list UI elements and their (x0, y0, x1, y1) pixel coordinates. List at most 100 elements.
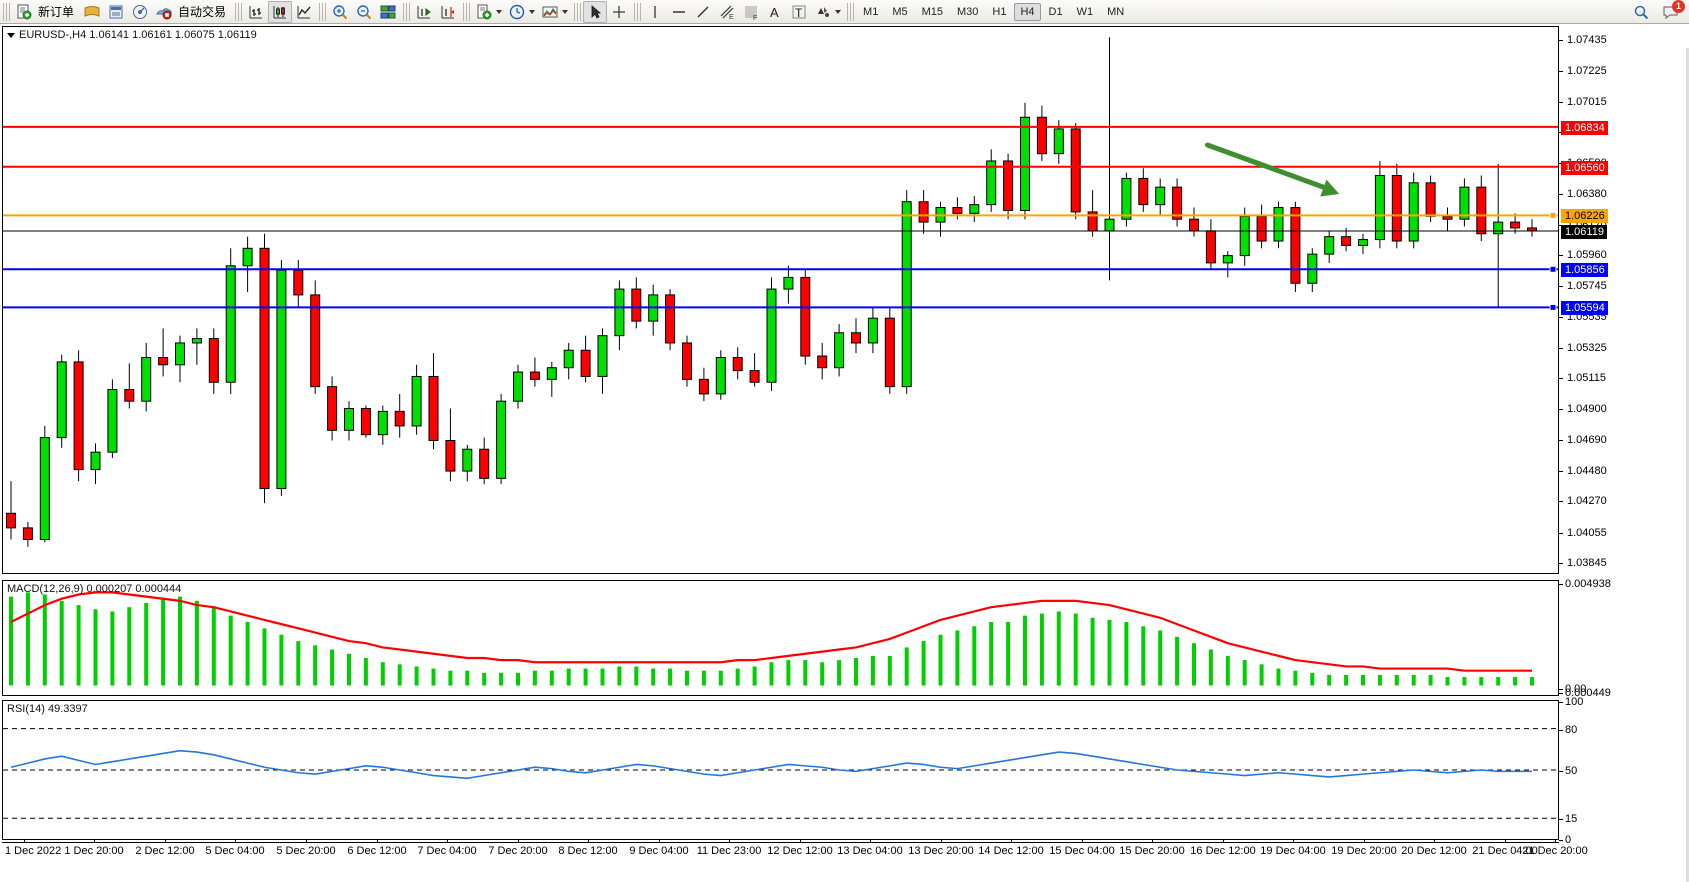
timeframe-w1[interactable]: W1 (1076, 5, 1094, 18)
candlestick-chart-button[interactable] (268, 0, 293, 23)
zoom-in-button[interactable] (328, 1, 352, 23)
templates-button[interactable] (538, 1, 571, 23)
timeframe-h4[interactable]: H4 (1014, 2, 1041, 21)
horizontal-line-button[interactable] (667, 1, 691, 23)
cursor-button[interactable] (583, 0, 608, 23)
rsi-tick: 50 (1559, 765, 1577, 777)
current-price-label[interactable]: 1.06119 (1561, 224, 1607, 239)
chart-shift-button[interactable] (436, 1, 460, 23)
candle (732, 347, 743, 380)
text-icon: A (766, 3, 784, 21)
new-order-button[interactable]: 新订单 (12, 1, 80, 23)
time-tick-label: 20 Dec 12:00 (1401, 845, 1467, 857)
periods-button[interactable] (505, 1, 538, 23)
candle (1374, 160, 1385, 249)
search-button[interactable] (1629, 1, 1653, 23)
objects-button[interactable] (811, 1, 844, 23)
macd-histogram-bar (93, 609, 98, 686)
zoom-out-button[interactable] (352, 1, 376, 23)
time-tick-label: 19 Dec 04:00 (1260, 845, 1326, 857)
data-window-button[interactable] (104, 1, 128, 23)
vertical-scrollbar[interactable] (1686, 48, 1689, 882)
candle (259, 233, 270, 504)
down-trend-arrow[interactable] (1204, 142, 1340, 197)
chevron-down-icon[interactable] (496, 9, 503, 14)
collapse-triangle-icon[interactable] (7, 32, 15, 38)
support-2-handle[interactable] (1549, 303, 1557, 311)
candle (749, 353, 760, 387)
timeframe-m1[interactable]: M1 (863, 5, 879, 18)
resistance-label-2[interactable]: 1.06560 (1561, 160, 1608, 175)
candle (1087, 190, 1098, 237)
text-label-button[interactable]: T (787, 1, 811, 23)
pivot-label[interactable]: 1.06226 (1561, 209, 1608, 224)
toolbar-grip[interactable] (3, 2, 10, 21)
bar-chart-button[interactable] (244, 1, 268, 23)
signals-button[interactable] (128, 1, 152, 23)
macd-histogram-bar (583, 668, 588, 686)
candle (1205, 219, 1216, 271)
toolbar-grip[interactable] (319, 2, 327, 21)
autotrading-button[interactable]: 自动交易 (152, 1, 232, 23)
macd-histogram-bar (1327, 674, 1332, 686)
timeframe-m30[interactable]: M30 (957, 5, 979, 18)
cursor-arrow-icon (586, 3, 604, 21)
timeframe-d1[interactable]: D1 (1048, 5, 1063, 18)
toolbar-grip[interactable] (574, 2, 582, 21)
support-1-handle[interactable] (1549, 265, 1557, 273)
macd-histogram-bar (668, 668, 673, 686)
candle (1273, 201, 1284, 249)
tile-windows-button[interactable] (376, 1, 400, 23)
time-tick-mark (870, 839, 871, 843)
time-tick-mark (235, 839, 236, 843)
expert-advisors-button[interactable] (80, 1, 104, 23)
indicator-add-icon (475, 3, 493, 21)
pivot-handle[interactable] (1549, 211, 1557, 219)
chevron-down-icon[interactable] (562, 9, 569, 14)
timeframe-m15[interactable]: M15 (921, 5, 943, 18)
toolbar-grip[interactable] (847, 2, 855, 21)
rsi-pane[interactable]: RSI(14) 49.3397 (2, 700, 1559, 840)
auto-scroll-button[interactable] (412, 1, 436, 23)
fibonacci-button[interactable]: F (739, 1, 763, 23)
chevron-down-icon[interactable] (835, 9, 842, 14)
equidistant-channel-button[interactable]: E (715, 1, 739, 23)
text-button[interactable]: A (763, 1, 787, 23)
toolbar-grip[interactable] (235, 2, 243, 21)
horizontal-line-icon (670, 3, 688, 21)
time-tick-label: 8 Dec 12:00 (558, 845, 618, 857)
macd-histogram-bar (1513, 677, 1518, 686)
timeframe-mn[interactable]: MN (1107, 5, 1125, 18)
support-label-1[interactable]: 1.05856 (1561, 263, 1608, 278)
time-tick-mark (729, 839, 730, 843)
macd-pane[interactable]: MACD(12,26,9) 0.000207 0.000444 (2, 580, 1559, 696)
toolbar-grip[interactable] (634, 2, 642, 21)
time-tick-label: 13 Dec 04:00 (837, 845, 903, 857)
price-pane[interactable]: EURUSD-,H4 1.06141 1.06161 1.06075 1.061… (2, 26, 1559, 574)
candle (1290, 201, 1301, 292)
chevron-down-icon[interactable] (529, 9, 536, 14)
macd-bottom-label: 0.000449 (1559, 687, 1611, 699)
macd-histogram-bar (1124, 622, 1129, 686)
candle (648, 284, 659, 336)
candle (715, 350, 726, 400)
candle (158, 328, 169, 377)
price-axis[interactable]: 1.074351.072251.070151.068051.065901.063… (1559, 26, 1687, 846)
timeframe-h1[interactable]: H1 (992, 5, 1007, 18)
trendline-button[interactable] (691, 1, 715, 23)
time-tick-label: 6 Dec 12:00 (347, 845, 407, 857)
messages-button[interactable]: 1 (1659, 0, 1685, 23)
vertical-line-button[interactable] (643, 1, 667, 23)
resistance-label-1[interactable]: 1.06834 (1561, 120, 1608, 135)
macd-histogram-bar (921, 641, 926, 686)
timeframe-m5[interactable]: M5 (892, 5, 908, 18)
toolbar-grip[interactable] (403, 2, 411, 21)
candle (1222, 251, 1233, 278)
macd-histogram-bar (397, 664, 402, 686)
toolbar-grip[interactable] (463, 2, 471, 21)
crosshair-button[interactable] (607, 1, 631, 23)
line-chart-button[interactable] (292, 1, 316, 23)
time-axis[interactable]: 1 Dec 2022 1 Dec 20:00 2 Dec 12:00 5 Dec 04… (2, 839, 1588, 858)
support-label-2[interactable]: 1.05594 (1561, 301, 1608, 316)
indicators-button[interactable] (472, 1, 505, 23)
